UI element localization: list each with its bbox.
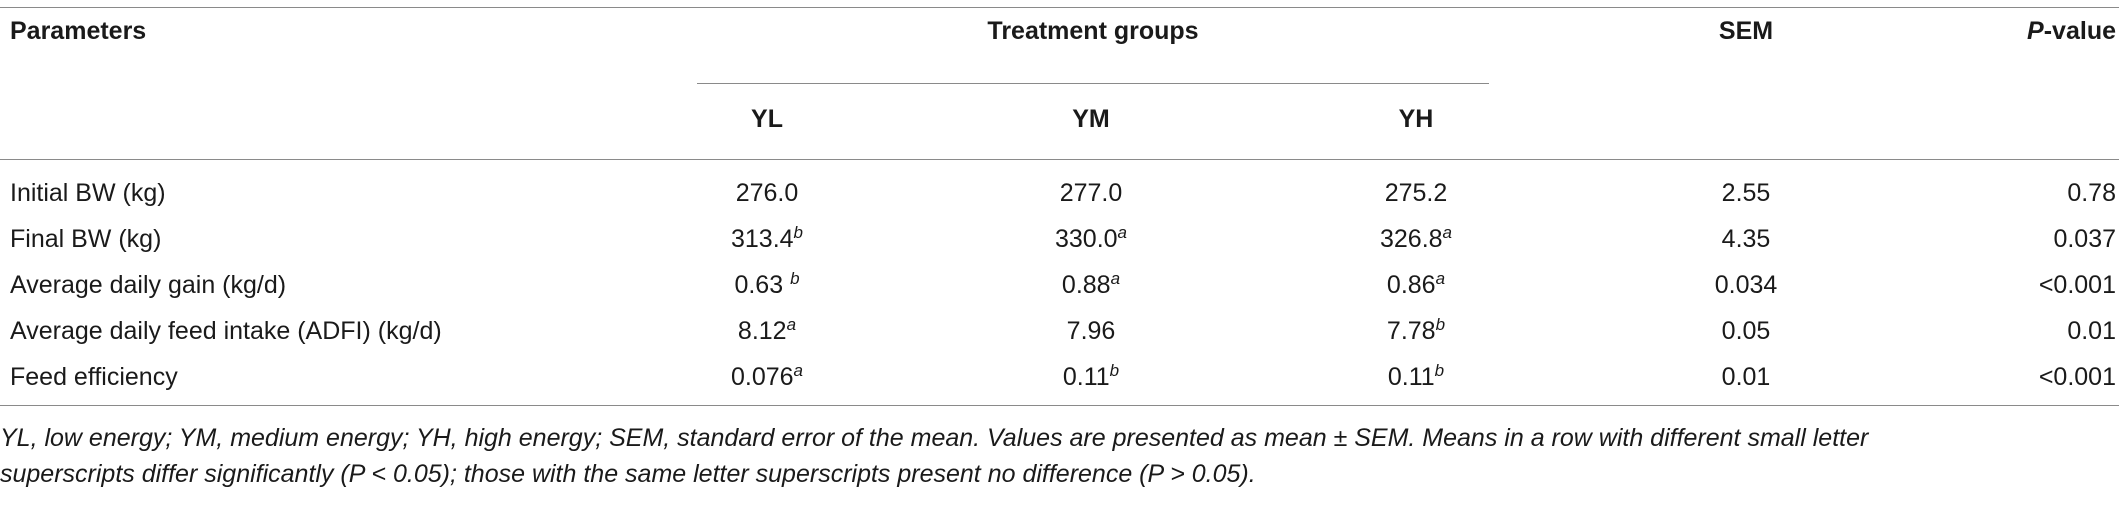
cell-sem: 2.55 <box>1721 179 1771 207</box>
cell-yl: 313.4b <box>730 223 804 253</box>
cell-ym: 330.0a <box>1054 223 1128 253</box>
header-ym: YM <box>1072 105 1110 133</box>
cell-yl: 0.63 b <box>734 269 800 299</box>
cell-yl: 8.12a <box>737 315 797 345</box>
cell-p-value: <0.001 <box>2038 271 2116 299</box>
cell-sem: 0.05 <box>1721 317 1771 345</box>
cell-p-value: <0.001 <box>2038 363 2116 391</box>
treatment-groups-rule <box>697 83 1489 84</box>
row-label: Average daily feed intake (ADFI) (kg/d) <box>10 317 442 345</box>
header-parameters: Parameters <box>10 17 147 45</box>
cell-yh: 275.2 <box>1384 179 1448 207</box>
cell-ym: 0.11b <box>1062 361 1120 391</box>
cell-p-value: 0.78 <box>2067 179 2116 207</box>
cell-yl: 0.076a <box>730 361 804 391</box>
cell-yh: 326.8a <box>1379 223 1453 253</box>
cell-sem: 4.35 <box>1721 225 1771 253</box>
header-p-value: P-value <box>2027 16 2116 46</box>
header-yl: YL <box>751 105 783 133</box>
footnote-line-2: superscripts differ significantly (P < 0… <box>0 460 1256 488</box>
header-treatment-groups: Treatment groups <box>987 17 1199 45</box>
table-bottom-rule <box>0 405 2119 406</box>
cell-ym: 7.96 <box>1066 317 1116 345</box>
table-top-rule <box>0 7 2119 8</box>
row-label: Feed efficiency <box>10 363 178 391</box>
cell-yl: 276.0 <box>735 179 799 207</box>
header-sem: SEM <box>1718 17 1774 45</box>
header-yh: YH <box>1398 105 1434 133</box>
table-footnote: YL, low energy; YM, medium energy; YH, h… <box>0 420 2110 492</box>
cell-yh: 0.11b <box>1387 361 1445 391</box>
cell-sem: 0.034 <box>1714 271 1778 299</box>
footnote-line-1: YL, low energy; YM, medium energy; YH, h… <box>0 424 1869 452</box>
cell-yh: 7.78b <box>1386 315 1446 345</box>
table-header-rule <box>0 159 2119 160</box>
row-label: Average daily gain (kg/d) <box>10 271 287 299</box>
cell-p-value: 0.01 <box>2067 317 2116 345</box>
header-p-value-italic: P <box>2027 17 2044 45</box>
row-label: Initial BW (kg) <box>10 179 166 207</box>
row-label: Final BW (kg) <box>10 225 162 253</box>
cell-yh: 0.86a <box>1386 269 1446 299</box>
cell-ym: 277.0 <box>1059 179 1123 207</box>
cell-sem: 0.01 <box>1721 363 1771 391</box>
header-p-value-rest: -value <box>2043 17 2116 45</box>
cell-ym: 0.88a <box>1061 269 1121 299</box>
cell-p-value: 0.037 <box>2053 225 2116 253</box>
